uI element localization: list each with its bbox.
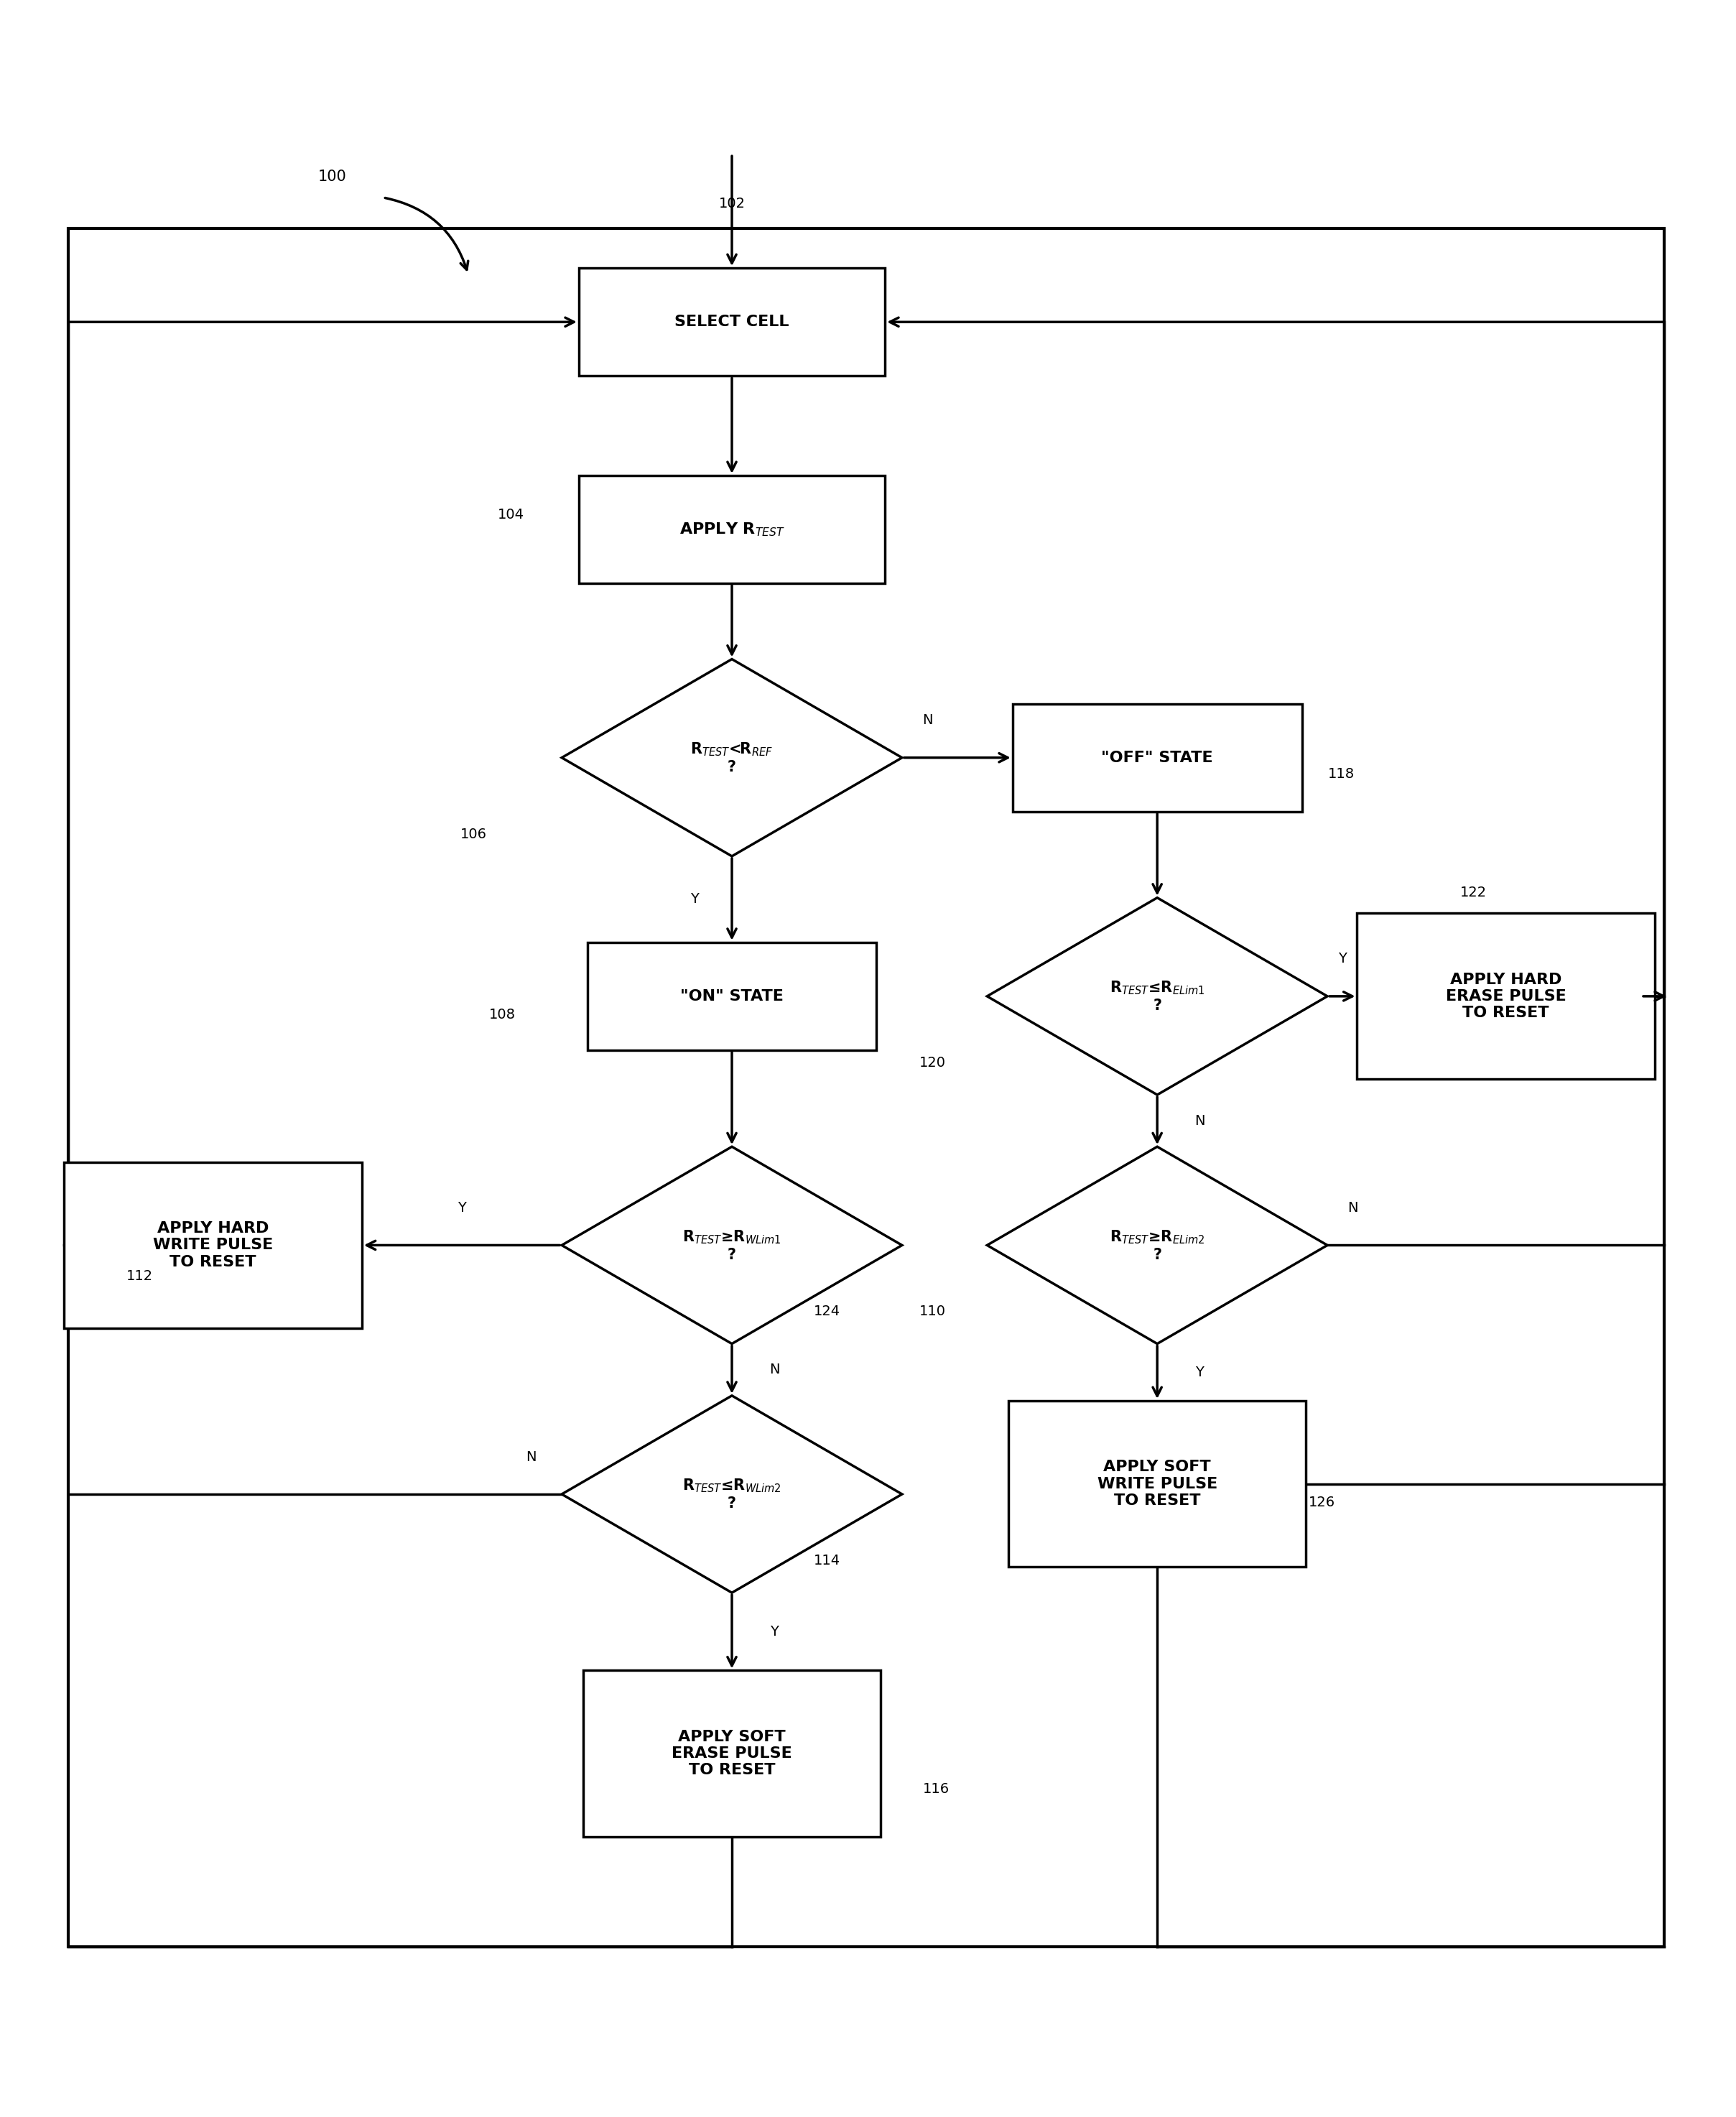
- Text: 124: 124: [814, 1304, 840, 1319]
- Text: R$_{TEST}$≥R$_{WLim1}$
?: R$_{TEST}$≥R$_{WLim1}$ ?: [682, 1228, 781, 1262]
- Text: R$_{TEST}$≤R$_{WLim2}$
?: R$_{TEST}$≤R$_{WLim2}$ ?: [682, 1478, 781, 1512]
- Polygon shape: [988, 1147, 1328, 1344]
- Text: APPLY HARD
WRITE PULSE
TO RESET: APPLY HARD WRITE PULSE TO RESET: [153, 1222, 273, 1268]
- Polygon shape: [562, 1147, 903, 1344]
- Text: Y: Y: [771, 1626, 779, 1639]
- Text: APPLY R$_{TEST}$: APPLY R$_{TEST}$: [679, 521, 785, 538]
- Text: Y: Y: [1196, 1365, 1205, 1378]
- Text: 114: 114: [814, 1554, 840, 1567]
- Text: APPLY SOFT
WRITE PULSE
TO RESET: APPLY SOFT WRITE PULSE TO RESET: [1097, 1461, 1217, 1507]
- Text: Y: Y: [691, 893, 698, 906]
- Text: N: N: [526, 1450, 536, 1463]
- Text: 102: 102: [719, 197, 745, 210]
- Text: APPLY SOFT
ERASE PULSE
TO RESET: APPLY SOFT ERASE PULSE TO RESET: [672, 1730, 792, 1778]
- FancyBboxPatch shape: [1009, 1401, 1305, 1567]
- Text: N: N: [769, 1363, 779, 1376]
- Text: N: N: [1194, 1114, 1205, 1128]
- FancyBboxPatch shape: [578, 476, 885, 584]
- Text: 112: 112: [127, 1270, 153, 1283]
- Text: 106: 106: [460, 828, 486, 840]
- Text: 122: 122: [1460, 885, 1488, 900]
- Polygon shape: [562, 1395, 903, 1592]
- Text: "OFF" STATE: "OFF" STATE: [1101, 752, 1213, 764]
- Text: Y: Y: [458, 1200, 465, 1215]
- Text: APPLY HARD
ERASE PULSE
TO RESET: APPLY HARD ERASE PULSE TO RESET: [1446, 972, 1566, 1020]
- Text: "ON" STATE: "ON" STATE: [681, 989, 783, 1003]
- Text: R$_{TEST}$<R$_{REF}$
?: R$_{TEST}$<R$_{REF}$ ?: [691, 741, 773, 775]
- Text: 104: 104: [498, 508, 524, 521]
- Text: 108: 108: [490, 1008, 516, 1023]
- Polygon shape: [988, 898, 1328, 1094]
- FancyBboxPatch shape: [1012, 703, 1302, 811]
- Text: N: N: [1347, 1200, 1358, 1215]
- Text: 126: 126: [1309, 1495, 1335, 1509]
- Text: 110: 110: [920, 1304, 946, 1319]
- Text: 100: 100: [318, 169, 347, 184]
- Text: N: N: [922, 713, 932, 726]
- FancyBboxPatch shape: [64, 1162, 361, 1327]
- Text: Y: Y: [1338, 953, 1347, 965]
- Text: 118: 118: [1328, 768, 1354, 781]
- Text: R$_{TEST}$≤R$_{ELim1}$
?: R$_{TEST}$≤R$_{ELim1}$ ?: [1109, 980, 1205, 1014]
- FancyBboxPatch shape: [583, 1670, 880, 1835]
- Text: SELECT CELL: SELECT CELL: [675, 315, 790, 328]
- Polygon shape: [562, 658, 903, 855]
- FancyBboxPatch shape: [1358, 912, 1654, 1080]
- FancyBboxPatch shape: [578, 269, 885, 377]
- Text: 120: 120: [920, 1056, 946, 1069]
- Text: R$_{TEST}$≥R$_{ELim2}$
?: R$_{TEST}$≥R$_{ELim2}$ ?: [1109, 1228, 1205, 1262]
- Text: 116: 116: [924, 1783, 950, 1795]
- FancyBboxPatch shape: [587, 942, 877, 1050]
